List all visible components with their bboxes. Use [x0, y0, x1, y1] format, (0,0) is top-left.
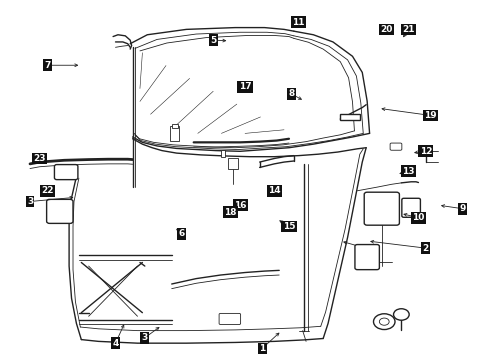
- FancyBboxPatch shape: [54, 165, 78, 180]
- FancyBboxPatch shape: [364, 192, 399, 225]
- Text: 12: 12: [419, 147, 432, 156]
- Text: 5: 5: [210, 36, 217, 45]
- Bar: [172, 125, 177, 128]
- Text: 6: 6: [178, 229, 185, 238]
- Bar: [340, 114, 360, 120]
- Text: 2: 2: [423, 244, 429, 253]
- Bar: [392, 144, 400, 149]
- Text: 21: 21: [402, 25, 415, 34]
- Text: 13: 13: [402, 167, 415, 176]
- Circle shape: [393, 309, 409, 320]
- Text: 1: 1: [259, 344, 265, 353]
- Text: 9: 9: [459, 204, 466, 213]
- Text: 23: 23: [33, 154, 46, 163]
- Text: 3: 3: [27, 197, 33, 206]
- Circle shape: [373, 314, 395, 329]
- Text: 3: 3: [142, 333, 148, 342]
- Text: 14: 14: [268, 186, 281, 195]
- Bar: [220, 315, 239, 323]
- Text: 4: 4: [112, 339, 119, 348]
- FancyBboxPatch shape: [47, 199, 73, 224]
- Text: 19: 19: [424, 111, 437, 120]
- Text: 20: 20: [381, 25, 393, 34]
- Bar: [228, 158, 238, 169]
- Text: 11: 11: [293, 18, 305, 27]
- Text: 17: 17: [239, 82, 251, 91]
- Text: 8: 8: [288, 89, 294, 98]
- FancyBboxPatch shape: [219, 314, 241, 324]
- FancyBboxPatch shape: [355, 244, 379, 270]
- FancyBboxPatch shape: [390, 143, 402, 150]
- Text: 22: 22: [41, 186, 53, 195]
- Bar: [170, 126, 178, 140]
- Text: 10: 10: [412, 213, 425, 222]
- Bar: [220, 149, 225, 157]
- Circle shape: [379, 318, 389, 325]
- FancyBboxPatch shape: [402, 198, 420, 217]
- Text: 18: 18: [224, 208, 237, 217]
- Text: 7: 7: [44, 61, 50, 70]
- Text: 16: 16: [234, 201, 246, 210]
- Text: 15: 15: [283, 222, 295, 231]
